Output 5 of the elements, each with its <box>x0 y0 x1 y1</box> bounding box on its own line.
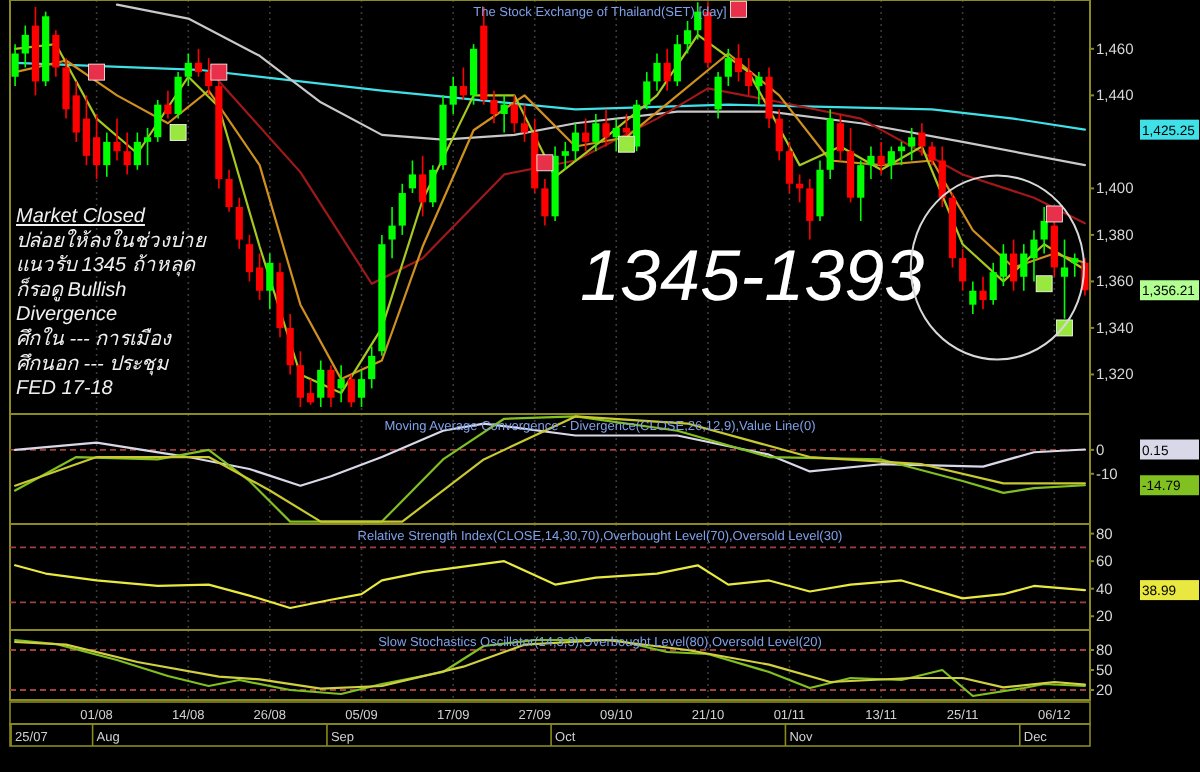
annotation: แนวรับ 1345 ถ้าหลุด ก็รอดู Bullish Divergence <box>16 253 196 327</box>
annotation: ศึกใน --- การเมือง <box>16 327 174 351</box>
annotation: Market Closed <box>16 206 146 228</box>
annotation: ปล่อยให้ลงในช่วงบ่าย <box>16 228 208 253</box>
annotation: ศึกนอก --- ประชุม FED 17-18 <box>16 351 172 401</box>
